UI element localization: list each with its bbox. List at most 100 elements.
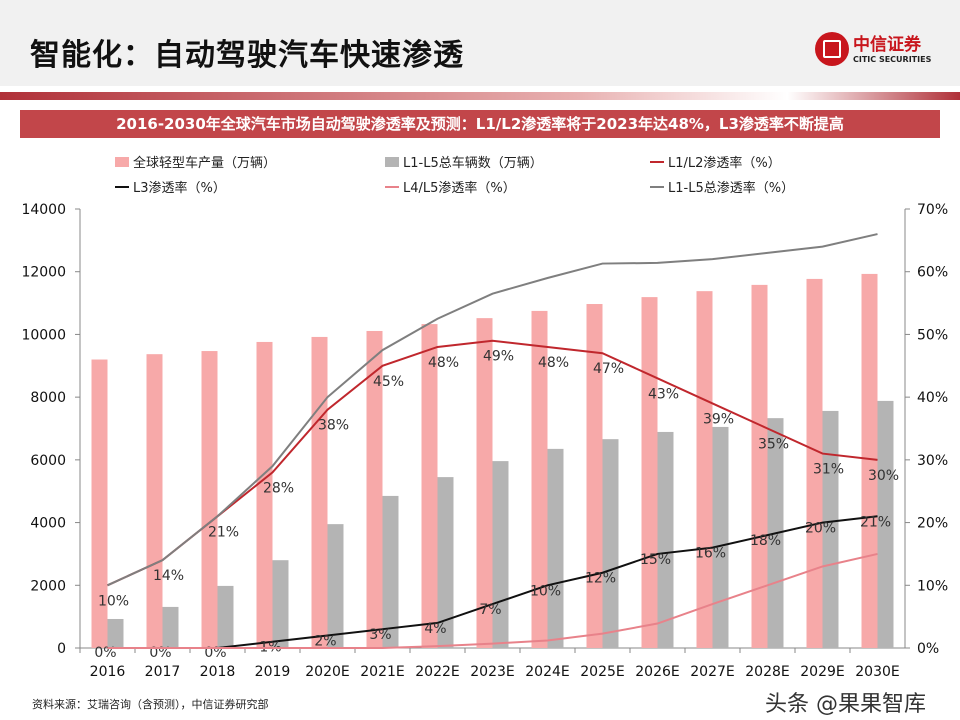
legend-item: L1-L5总车辆数（万辆） [385,152,650,171]
left-tick-label: 12000 [21,265,66,281]
x-tick-label: 2016 [90,664,126,680]
left-tick-label: 10000 [21,327,66,343]
bar-light-vehicle-output [256,341,273,648]
left-tick-label: 4000 [30,516,66,532]
line-series-2 [107,339,878,587]
data-label: 21% [208,524,239,540]
bar-light-vehicle-output [201,351,218,648]
x-tick-label: 2017 [145,664,181,680]
data-label: 2% [314,633,336,649]
right-tick-label: 40% [917,390,948,406]
right-tick-label: 20% [917,516,948,532]
bar-light-vehicle-output [421,324,438,648]
bar-l1-l5-vehicles [272,560,289,648]
data-label: 48% [428,355,459,371]
legend-swatch [115,156,129,167]
data-label: 3% [369,627,391,643]
legend-swatch [115,185,129,188]
bar-l1-l5-vehicles [492,461,509,648]
bar-l1-l5-vehicles [547,448,564,648]
bar-light-vehicle-output [366,330,383,648]
left-tick-label: 2000 [30,578,66,594]
bar-l1-l5-vehicles [162,606,179,648]
legend-item: L4/L5渗透率（%） [385,177,650,196]
data-label: 48% [538,355,569,371]
legend-label: 全球轻型车产量（万辆） [133,156,277,171]
data-label: 12% [585,571,616,587]
legend-label: L1-L5总渗透率（%） [668,181,795,196]
x-tick-label: 2022E [415,664,459,680]
x-tick-label: 2027E [690,664,734,680]
data-label: 4% [424,621,446,637]
bar-light-vehicle-output [641,297,658,648]
bar-light-vehicle-output [91,359,108,648]
bar-light-vehicle-output [586,304,603,648]
bar-l1-l5-vehicles [437,477,454,648]
data-label: 30% [868,468,899,484]
data-label: 43% [648,386,679,402]
bar-l1-l5-vehicles [217,585,234,648]
right-tick-label: 60% [917,265,948,281]
bar-l1-l5-vehicles [327,524,344,648]
bar-light-vehicle-output [696,291,713,648]
bar-l1-l5-vehicles [822,410,839,648]
legend-swatch [385,185,399,188]
bar-l1-l5-vehicles [712,426,729,648]
x-tick-label: 2028E [745,664,789,680]
x-tick-label: 2024E [525,664,569,680]
line-series-5 [107,233,878,587]
data-label: 31% [813,462,844,478]
x-tick-label: 2018 [200,664,236,680]
bar-light-vehicle-output [146,354,163,648]
left-tick-label: 0 [57,641,66,657]
legend-swatch [650,160,664,163]
left-tick-label: 14000 [21,202,66,218]
source-note: 资料来源：艾瑞咨询（含预测），中信证券研究部 [32,698,269,711]
legend-label: L3渗透率（%） [133,181,226,196]
x-tick-label: 2020E [305,664,349,680]
legend-label: L1-L5总车辆数（万辆） [403,156,543,171]
x-tick-label: 2030E [855,664,899,680]
x-tick-label: 2023E [470,664,514,680]
right-tick-label: 0% [917,641,939,657]
data-label: 10% [98,593,129,609]
left-tick-label: 6000 [30,453,66,469]
x-tick-label: 2021E [360,664,404,680]
data-label: 38% [318,418,349,434]
data-label: 14% [153,568,184,584]
data-label: 35% [758,437,789,453]
chart-banner-title: 2016-2030年全球汽车市场自动驾驶渗透率及预测：L1/L2渗透率将于202… [20,110,940,138]
data-label: 18% [750,533,781,549]
data-label: 20% [805,521,836,537]
line-series-4 [107,552,878,649]
legend-swatch [650,185,664,188]
bar-l1-l5-vehicles [602,439,619,648]
bar-light-vehicle-output [806,278,823,648]
citic-logo-icon [815,32,849,66]
bar-light-vehicle-output [751,284,768,648]
watermark: 头条 @果果智库 [765,692,926,717]
right-tick-label: 30% [917,453,948,469]
bar-l1-l5-vehicles [382,495,399,648]
bar-light-vehicle-output [861,273,878,648]
data-label: 7% [479,602,501,618]
data-label: 16% [695,546,726,562]
data-label: 45% [373,374,404,390]
x-tick-label: 2026E [635,664,679,680]
right-tick-label: 70% [917,202,948,218]
data-label: 28% [263,480,294,496]
legend-item: L1-L5总渗透率（%） [650,177,895,196]
header [0,0,960,86]
data-label: 21% [860,514,891,530]
right-tick-label: 10% [917,578,948,594]
legend-label: L1/L2渗透率（%） [668,156,781,171]
logo-cn: 中信证券 [853,34,921,55]
bar-light-vehicle-output [311,336,328,648]
data-label: 39% [703,411,734,427]
legend-label: L4/L5渗透率（%） [403,181,516,196]
data-label: 15% [640,552,671,568]
data-label: 10% [530,583,561,599]
page-title: 智能化：自动驾驶汽车快速渗透 [30,38,464,73]
data-label: 49% [483,349,514,365]
